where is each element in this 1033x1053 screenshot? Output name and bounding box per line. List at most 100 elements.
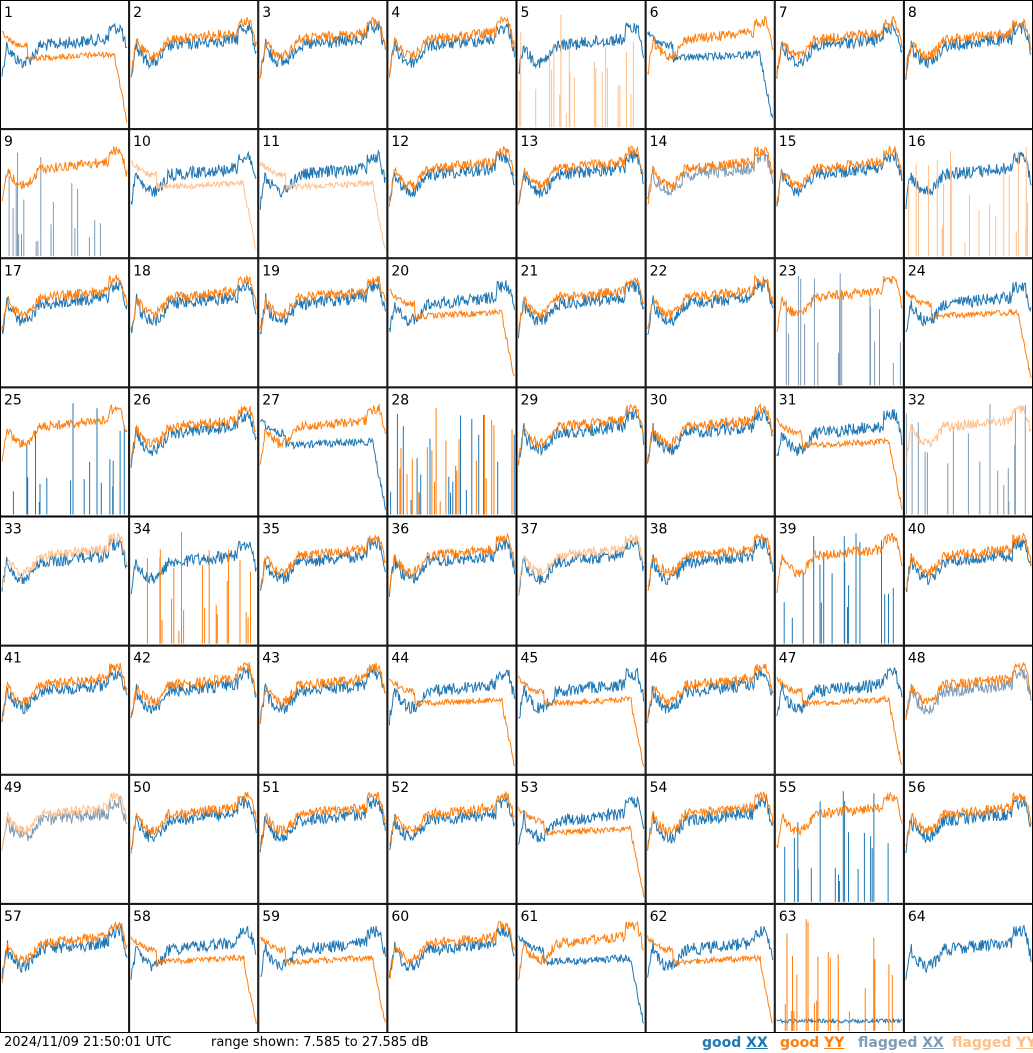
panel-53: 53 — [516, 774, 646, 904]
panel-42: 42 — [129, 645, 259, 775]
trace-xx-48 — [905, 668, 1032, 717]
panel-label-57: 57 — [4, 909, 22, 925]
panel-frame-39 — [774, 516, 904, 646]
panel-61: 61 — [516, 903, 646, 1033]
panel-31: 31 — [774, 387, 904, 517]
trace-yy-35 — [259, 534, 386, 588]
panel-1: 1 — [0, 0, 130, 130]
trace-yy-49 — [1, 792, 128, 852]
panel-label-17: 17 — [4, 263, 22, 279]
panel-50: 50 — [129, 774, 259, 904]
panel-41: 41 — [0, 645, 130, 775]
panel-frame-41 — [0, 645, 130, 775]
panel-63: 63 — [774, 903, 904, 1033]
trace-yy-16 — [908, 146, 1028, 257]
trace-yy-2 — [130, 17, 257, 78]
panel-frame-6 — [645, 0, 775, 130]
panel-24: 24 — [903, 258, 1033, 388]
legend-good-xx-prefix: good — [702, 1035, 742, 1051]
trace-xx-51 — [259, 796, 386, 853]
panel-frame-34 — [129, 516, 259, 646]
panel-frame-42 — [129, 645, 259, 775]
panel-34: 34 — [129, 516, 259, 646]
trace-xx-37 — [518, 538, 645, 596]
panel-label-63: 63 — [779, 909, 797, 925]
panel-frame-28 — [387, 387, 517, 517]
panel-frame-40 — [903, 516, 1033, 646]
panel-27: 27 — [258, 387, 388, 517]
panel-20: 20 — [387, 258, 517, 388]
panel-frame-1 — [0, 0, 130, 130]
trace-yy-54 — [647, 791, 774, 850]
legend-good-yy-pol: YY — [824, 1035, 845, 1051]
legend-good-xx-pol: XX — [746, 1035, 768, 1051]
trace-xx-17 — [1, 280, 128, 335]
panel-label-28: 28 — [391, 392, 409, 408]
trace-xx-10 — [130, 150, 257, 205]
panel-48: 48 — [903, 645, 1033, 775]
panel-label-32: 32 — [908, 392, 926, 408]
trace-xx-54 — [647, 796, 774, 851]
panel-5: 5 — [516, 0, 646, 130]
panel-frame-37 — [516, 516, 646, 646]
panel-33: 33 — [0, 516, 130, 646]
trace-yy-23 — [776, 275, 903, 332]
trace-yy-51 — [259, 791, 386, 851]
panel-frame-3 — [258, 0, 388, 130]
trace-xx-44 — [388, 669, 515, 726]
panel-frame-43 — [258, 645, 388, 775]
panel-23: 23 — [774, 258, 904, 388]
trace-yy-30 — [647, 402, 774, 462]
panel-label-51: 51 — [262, 780, 280, 796]
panel-label-7: 7 — [779, 5, 788, 21]
trace-yy-21 — [518, 277, 645, 333]
panel-47: 47 — [774, 645, 904, 775]
panel-label-37: 37 — [521, 522, 539, 538]
trace-yy-27 — [259, 403, 386, 465]
panel-label-52: 52 — [391, 780, 409, 796]
panel-frame-35 — [258, 516, 388, 646]
trace-xx-23 — [785, 273, 901, 386]
panel-label-31: 31 — [779, 392, 797, 408]
timestamp: 2024/11/09 21:50:01 UTC — [4, 1035, 172, 1050]
trace-xx-63 — [776, 1017, 903, 1025]
panel-label-13: 13 — [521, 134, 539, 150]
panel-frame-50 — [129, 774, 259, 904]
trace-xx-38 — [647, 537, 774, 587]
panel-55: 55 — [774, 774, 904, 904]
trace-xx-34 — [130, 540, 257, 595]
panel-label-26: 26 — [133, 392, 151, 408]
trace-yy-32 — [905, 404, 1032, 463]
panel-21: 21 — [516, 258, 646, 388]
panel-label-15: 15 — [779, 134, 797, 150]
panel-label-35: 35 — [262, 522, 280, 538]
trace-yy-50 — [130, 791, 257, 854]
trace-yy-9 — [1, 146, 128, 202]
panel-28: 28 — [387, 387, 517, 517]
trace-xx-56 — [905, 797, 1032, 854]
trace-xx-50 — [130, 796, 257, 850]
panel-label-38: 38 — [650, 522, 668, 538]
panel-label-39: 39 — [779, 522, 797, 538]
panel-49: 49 — [0, 774, 130, 904]
trace-xx-18 — [130, 280, 257, 334]
panel-46: 46 — [645, 645, 775, 775]
trace-yy-14 — [647, 146, 774, 205]
trace-xx-16 — [905, 151, 1032, 210]
trace-yy-60 — [388, 920, 515, 980]
trace-xx-45 — [518, 667, 645, 719]
trace-yy-18 — [130, 275, 257, 329]
panel-15: 15 — [774, 129, 904, 259]
panel-59: 59 — [258, 903, 388, 1033]
trace-yy-55 — [776, 790, 903, 849]
range-text: range shown: 7.585 to 27.585 dB — [211, 1035, 429, 1050]
panel-51: 51 — [258, 774, 388, 904]
panel-frame-49 — [0, 774, 130, 904]
panel-35: 35 — [258, 516, 388, 646]
panel-32: 32 — [903, 387, 1033, 517]
panel-57: 57 — [0, 903, 130, 1033]
panel-label-33: 33 — [4, 522, 22, 538]
panel-label-21: 21 — [521, 263, 539, 279]
panel-label-56: 56 — [908, 780, 926, 796]
panel-17: 17 — [0, 258, 130, 388]
